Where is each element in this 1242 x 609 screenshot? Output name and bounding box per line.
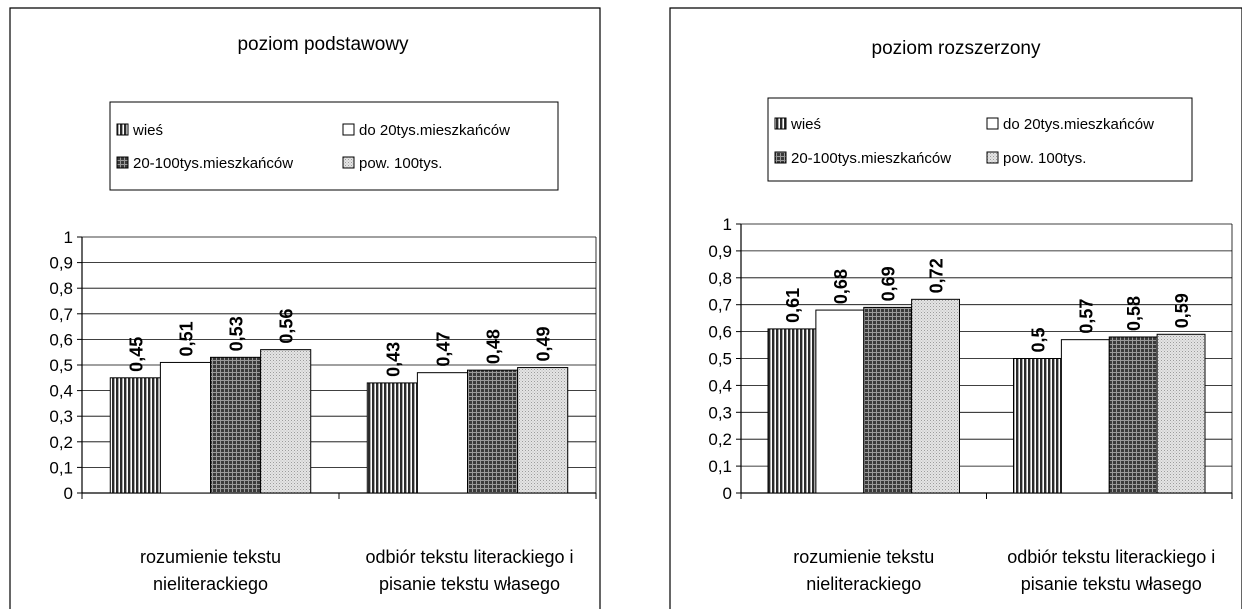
legend-label: 20-100tys.mieszkańców bbox=[133, 155, 293, 172]
bar bbox=[863, 306, 913, 494]
y-tick-label: 0,2 bbox=[708, 430, 732, 449]
bar bbox=[1108, 336, 1158, 494]
data-label: 0,72 bbox=[927, 258, 947, 293]
bar bbox=[1156, 333, 1206, 494]
bar bbox=[517, 367, 569, 494]
legend-label: 20-100tys.mieszkańców bbox=[791, 150, 951, 167]
chart-title: poziom rozszerzony bbox=[872, 38, 1041, 59]
bar bbox=[911, 298, 960, 494]
bar bbox=[366, 382, 418, 494]
legend-label: wieś bbox=[790, 116, 821, 133]
data-label: 0,59 bbox=[1172, 293, 1192, 328]
y-tick-label: 0,7 bbox=[49, 305, 73, 324]
legend-swatch bbox=[774, 117, 787, 130]
legend-box bbox=[767, 97, 1193, 182]
data-label: 0,49 bbox=[534, 327, 554, 362]
y-tick-label: 0,1 bbox=[49, 458, 73, 477]
y-tick-label: 0,2 bbox=[49, 433, 73, 452]
data-label: 0,53 bbox=[227, 316, 247, 351]
chart-frame bbox=[669, 7, 1242, 609]
category-label: nieliterackiego bbox=[806, 574, 921, 594]
data-label: 0,45 bbox=[126, 337, 146, 372]
category-label: odbiór tekstu literackiego i bbox=[1007, 547, 1215, 567]
y-tick-label: 0,4 bbox=[49, 382, 73, 401]
data-label: 0,58 bbox=[1124, 296, 1144, 331]
chart-1: poziom rozszerzony wieś do 20tys.mieszkańc… bbox=[669, 7, 1242, 609]
legend-label: pow. 100tys. bbox=[1003, 150, 1086, 167]
y-tick-label: 0,8 bbox=[49, 279, 73, 298]
legend-label: pow. 100tys. bbox=[359, 155, 442, 172]
bar bbox=[467, 369, 519, 494]
data-label: 0,43 bbox=[383, 342, 403, 377]
legend-box bbox=[109, 101, 559, 191]
y-tick-label: 0,3 bbox=[708, 403, 732, 422]
y-tick-label: 0,1 bbox=[708, 457, 732, 476]
chart-frame bbox=[9, 7, 601, 609]
data-label: 0,47 bbox=[433, 332, 453, 367]
category-label: nieliterackiego bbox=[153, 574, 268, 594]
legend-swatch bbox=[774, 151, 787, 164]
y-tick-label: 0,8 bbox=[708, 269, 732, 288]
y-tick-label: 0,3 bbox=[49, 407, 73, 426]
data-label: 0,69 bbox=[879, 266, 899, 301]
y-tick-label: 1 bbox=[64, 228, 73, 247]
bar bbox=[159, 361, 211, 494]
data-label: 0,68 bbox=[831, 269, 851, 304]
legend-label: wieś bbox=[132, 122, 163, 139]
y-tick-label: 0,7 bbox=[708, 296, 732, 315]
bar bbox=[210, 356, 262, 494]
category-label: odbiór tekstu literackiego i bbox=[365, 547, 573, 567]
data-label: 0,61 bbox=[783, 288, 803, 323]
legend-swatch bbox=[116, 123, 129, 136]
legend-swatch bbox=[342, 123, 355, 136]
y-tick-label: 0,6 bbox=[49, 330, 73, 349]
y-tick-label: 0 bbox=[723, 484, 732, 503]
bar bbox=[1060, 339, 1110, 494]
y-tick-label: 1 bbox=[723, 215, 732, 234]
y-tick-label: 0,6 bbox=[708, 323, 732, 342]
legend-swatch bbox=[986, 117, 999, 130]
data-label: 0,48 bbox=[484, 329, 504, 364]
bar bbox=[260, 349, 312, 494]
category-label: pisanie tekstu własego bbox=[1021, 574, 1202, 594]
y-tick-label: 0,9 bbox=[49, 254, 73, 273]
bar bbox=[767, 328, 817, 494]
category-label: rozumienie tekstu bbox=[140, 547, 281, 567]
data-label: 0,56 bbox=[277, 309, 297, 344]
data-label: 0,57 bbox=[1076, 299, 1096, 334]
bar bbox=[416, 372, 469, 494]
legend-swatch bbox=[342, 156, 355, 169]
category-label: rozumienie tekstu bbox=[793, 547, 934, 567]
bar bbox=[815, 309, 865, 494]
bar bbox=[109, 377, 161, 494]
chart-0: poziom podstawowy wieś do 20tys.mieszkańcó… bbox=[9, 7, 601, 609]
y-tick-label: 0 bbox=[64, 484, 73, 503]
legend-label: do 20tys.mieszkańców bbox=[1003, 116, 1154, 133]
legend-swatch bbox=[986, 151, 999, 164]
y-tick-label: 0,4 bbox=[708, 376, 732, 395]
y-tick-label: 0,5 bbox=[708, 350, 732, 369]
data-label: 0,5 bbox=[1028, 327, 1048, 352]
legend-label: do 20tys.mieszkańców bbox=[359, 122, 510, 139]
legend-swatch bbox=[116, 156, 129, 169]
data-label: 0,51 bbox=[176, 321, 196, 356]
category-label: pisanie tekstu własego bbox=[379, 574, 560, 594]
chart-title: poziom podstawowy bbox=[237, 34, 409, 55]
y-tick-label: 0,9 bbox=[708, 242, 732, 261]
y-tick-label: 0,5 bbox=[49, 356, 73, 375]
bar bbox=[1013, 358, 1062, 494]
